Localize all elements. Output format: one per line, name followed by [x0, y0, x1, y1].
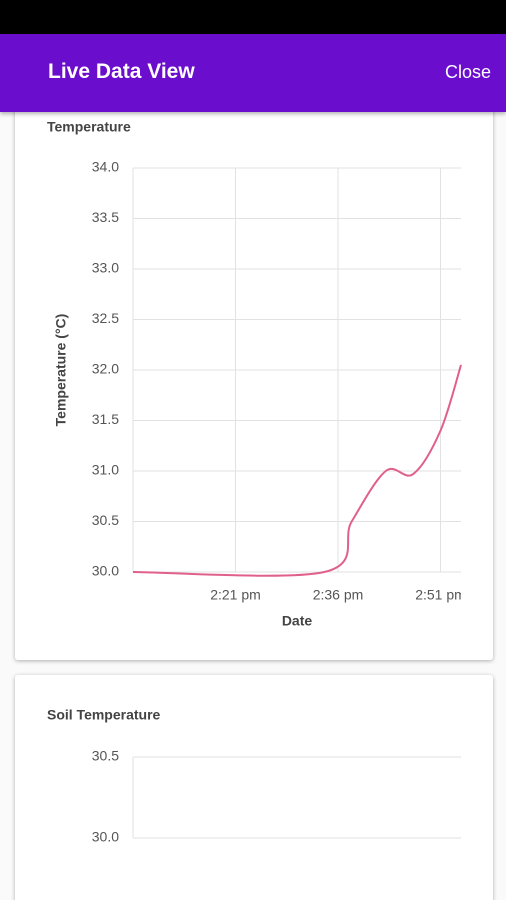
y-tick-label: 31.5 [92, 411, 119, 427]
x-ticks: 2:21 pm 2:36 pm 2:51 pm [210, 587, 466, 603]
card [15, 100, 493, 660]
y-tick-label: 30.0 [92, 563, 119, 579]
y-tick-label: 32.5 [92, 310, 119, 326]
y-tick-label: 31.0 [92, 462, 119, 478]
line-series [132, 364, 462, 577]
y-tick-label: 32.0 [92, 361, 119, 377]
chart-title: Soil Temperature [47, 707, 161, 723]
y-tick-label: 30.5 [92, 748, 119, 764]
app-bar: Live Data View Close [0, 34, 506, 112]
y-tick-label: 33.5 [92, 209, 119, 225]
x-axis-label: Date [282, 613, 313, 629]
y-tick-label: 33.0 [92, 260, 119, 276]
y-axis-label: Temperature (°C) [53, 314, 69, 427]
y-tick-label: 30.5 [92, 512, 119, 528]
card [15, 675, 493, 900]
x-tick-label: 2:51 pm [415, 587, 466, 603]
chart-title: Temperature [47, 119, 131, 135]
y-tick-label: 34.0 [92, 159, 119, 175]
close-button[interactable]: Close [444, 62, 491, 82]
status-bar [0, 0, 506, 34]
y-tick-label: 30.0 [92, 829, 119, 845]
app-title: Live Data View [48, 60, 195, 83]
x-tick-label: 2:21 pm [210, 587, 261, 603]
x-tick-label: 2:36 pm [313, 587, 364, 603]
